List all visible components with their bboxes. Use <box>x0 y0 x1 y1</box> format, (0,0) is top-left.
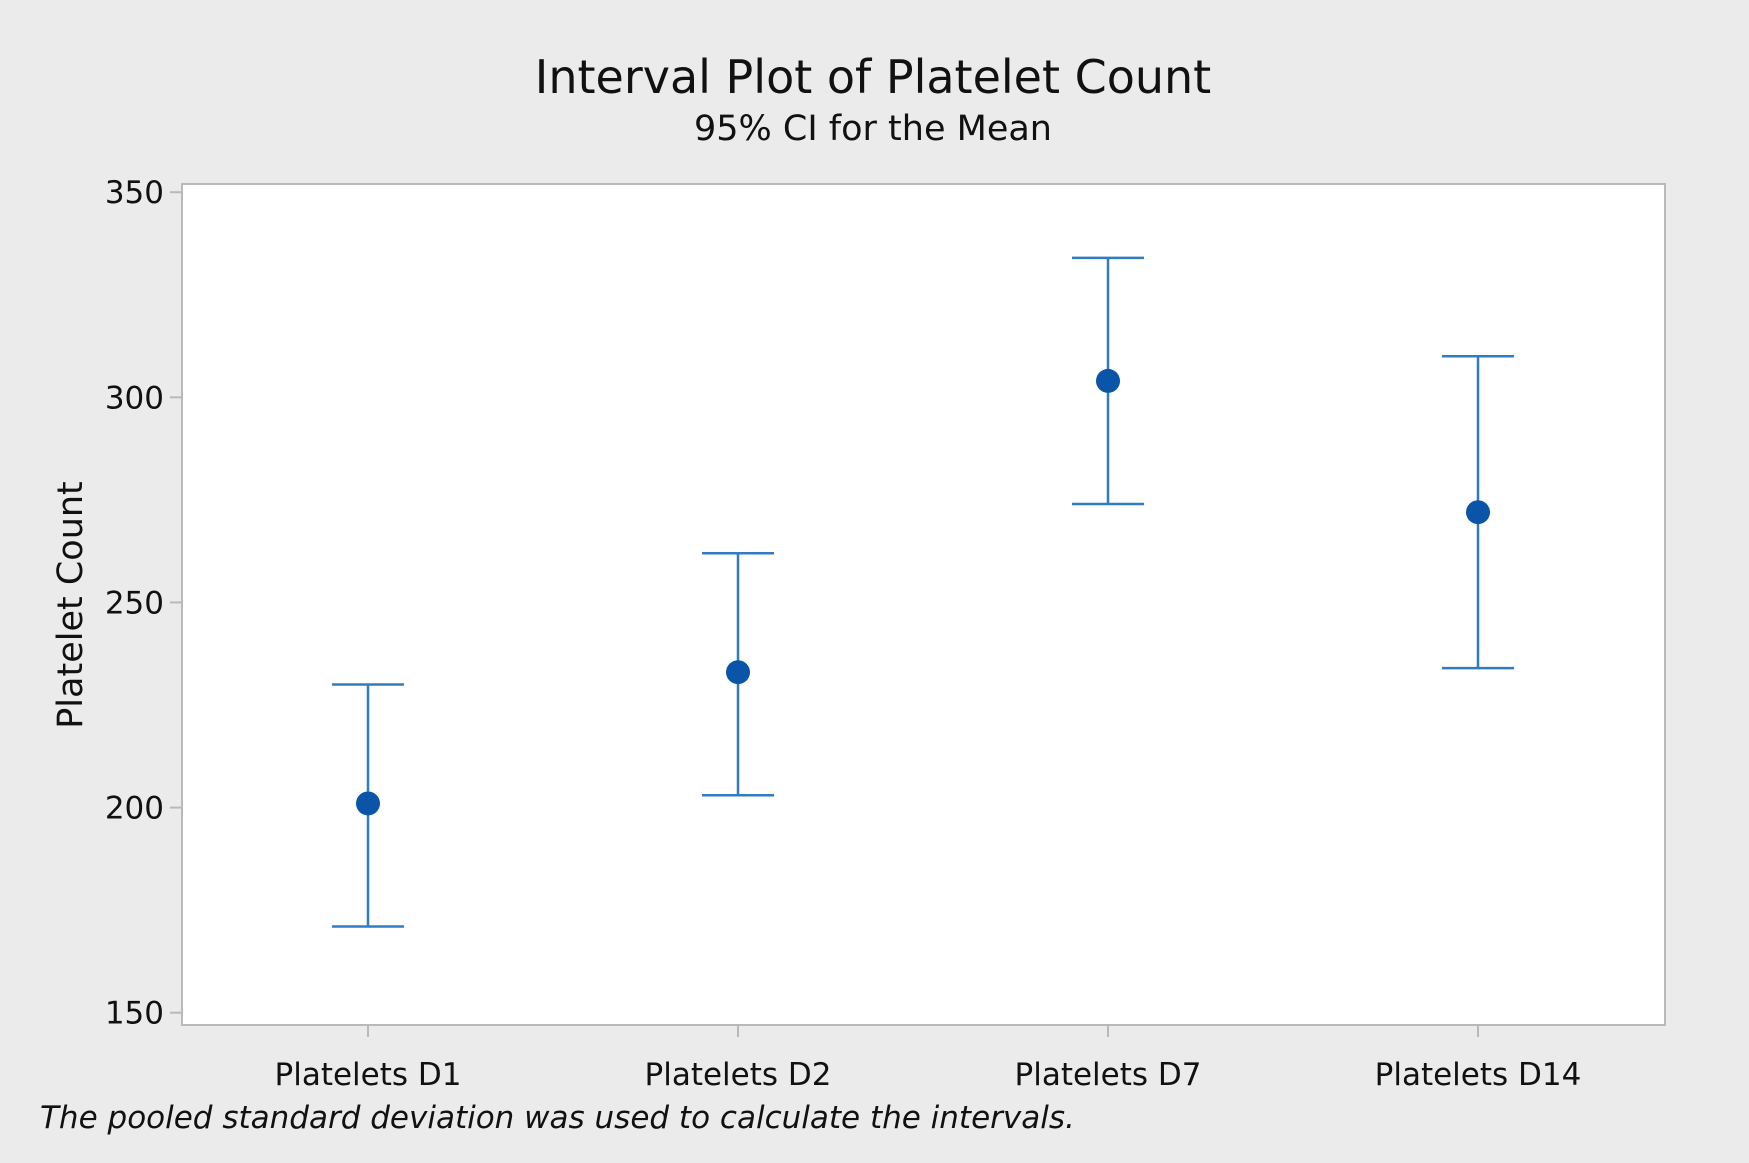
x-tick-label: Platelets D2 <box>645 1057 832 1093</box>
y-axis: 150 200 250 300 350 <box>105 175 182 1032</box>
mean-point <box>726 660 750 685</box>
x-axis: Platelets D1 Platelets D2 Platelets D7 Plat… <box>275 1025 1582 1093</box>
y-tick-label: 150 <box>105 996 164 1032</box>
y-tick-label: 350 <box>105 175 164 211</box>
chart-subtitle: 95% CI for the Mean <box>694 109 1052 149</box>
x-tick-label: Platelets D1 <box>275 1057 462 1093</box>
plot-area <box>181 183 1666 1026</box>
mean-point <box>1466 500 1490 525</box>
x-tick-label: Platelets D14 <box>1375 1057 1582 1093</box>
y-tick-label: 250 <box>105 585 164 621</box>
y-axis-title: Platelet Count <box>51 481 91 729</box>
interval-series <box>332 256 1514 928</box>
mean-point <box>356 791 380 816</box>
chart-title: Interval Plot of Platelet Count <box>535 50 1211 104</box>
y-tick-label: 200 <box>105 791 164 827</box>
x-tick-label: Platelets D7 <box>1015 1057 1202 1093</box>
mean-point <box>1096 368 1120 393</box>
footnote: The pooled standard deviation was used t… <box>40 1100 1075 1136</box>
y-tick-label: 300 <box>105 380 164 416</box>
